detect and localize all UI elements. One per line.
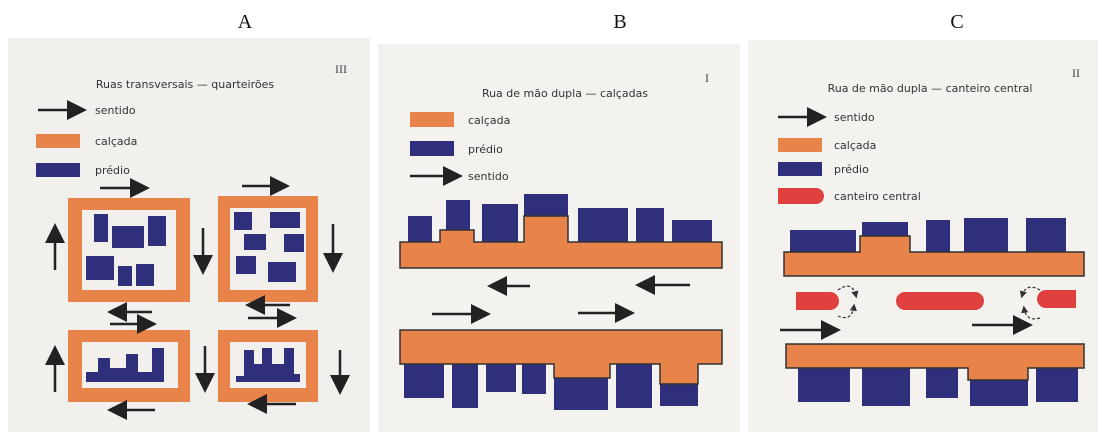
panel-number: II bbox=[1072, 66, 1080, 80]
shape bbox=[964, 218, 1008, 252]
shape bbox=[404, 362, 444, 398]
legend-swatch bbox=[778, 162, 822, 176]
shape bbox=[112, 226, 144, 248]
shape bbox=[408, 216, 432, 242]
shape bbox=[862, 366, 910, 406]
street-bottom bbox=[786, 344, 1084, 406]
shape bbox=[446, 200, 470, 230]
shape bbox=[234, 212, 252, 230]
shape bbox=[798, 366, 850, 402]
legend-text: calçada bbox=[468, 114, 510, 127]
shape bbox=[796, 292, 839, 310]
panel-title: Ruas transversais — quarteirões bbox=[96, 78, 275, 91]
shape bbox=[270, 212, 300, 228]
figure: A Ruas transversais — quarteirões III se… bbox=[0, 0, 1102, 432]
shape bbox=[452, 362, 478, 408]
shape bbox=[118, 266, 132, 286]
panel-label: B bbox=[613, 11, 626, 33]
shape bbox=[148, 216, 166, 246]
shape bbox=[284, 234, 304, 252]
panel-label: C bbox=[950, 11, 963, 33]
legend-text: calçada bbox=[95, 135, 137, 148]
shape bbox=[636, 208, 664, 242]
shape bbox=[926, 366, 958, 398]
legend-swatch bbox=[36, 163, 80, 177]
shape bbox=[926, 220, 950, 252]
legend-text: sentido bbox=[834, 111, 875, 124]
legend-text: prédio bbox=[834, 163, 869, 176]
panel-number: I bbox=[705, 71, 709, 85]
shape bbox=[524, 194, 568, 216]
shape bbox=[94, 214, 108, 242]
panel-title: Rua de mão dupla — canteiro central bbox=[828, 82, 1033, 95]
legend-text: canteiro central bbox=[834, 190, 921, 203]
shape bbox=[1036, 366, 1078, 402]
shape bbox=[660, 384, 698, 406]
shape bbox=[1037, 290, 1076, 308]
shape bbox=[522, 362, 546, 394]
shape bbox=[244, 234, 266, 250]
legend-text: calçada bbox=[834, 139, 876, 152]
legend-swatch bbox=[410, 141, 454, 156]
legend-swatch bbox=[778, 138, 822, 152]
shape bbox=[672, 220, 712, 242]
shape bbox=[554, 376, 608, 410]
shape bbox=[578, 208, 628, 242]
shape bbox=[86, 256, 114, 280]
legend-text: sentido bbox=[95, 104, 136, 117]
shape bbox=[790, 230, 856, 252]
page: A Ruas transversais — quarteirões III se… bbox=[0, 0, 1102, 432]
panel-number: III bbox=[335, 62, 347, 76]
shape bbox=[482, 204, 518, 242]
shape bbox=[1026, 218, 1066, 252]
legend-text: sentido bbox=[468, 170, 509, 183]
legend-text: prédio bbox=[468, 143, 503, 156]
legend-text: prédio bbox=[95, 164, 130, 177]
shape bbox=[268, 262, 296, 282]
shape bbox=[616, 362, 652, 408]
legend-swatch bbox=[36, 134, 80, 148]
shape bbox=[486, 362, 516, 392]
shape bbox=[236, 256, 256, 274]
shape bbox=[896, 292, 984, 310]
shape bbox=[236, 348, 300, 382]
panel-label: A bbox=[238, 11, 253, 33]
shape bbox=[136, 264, 154, 286]
legend-swatch bbox=[778, 188, 824, 204]
legend-swatch bbox=[410, 112, 454, 127]
panel-title: Rua de mão dupla — calçadas bbox=[482, 87, 648, 100]
